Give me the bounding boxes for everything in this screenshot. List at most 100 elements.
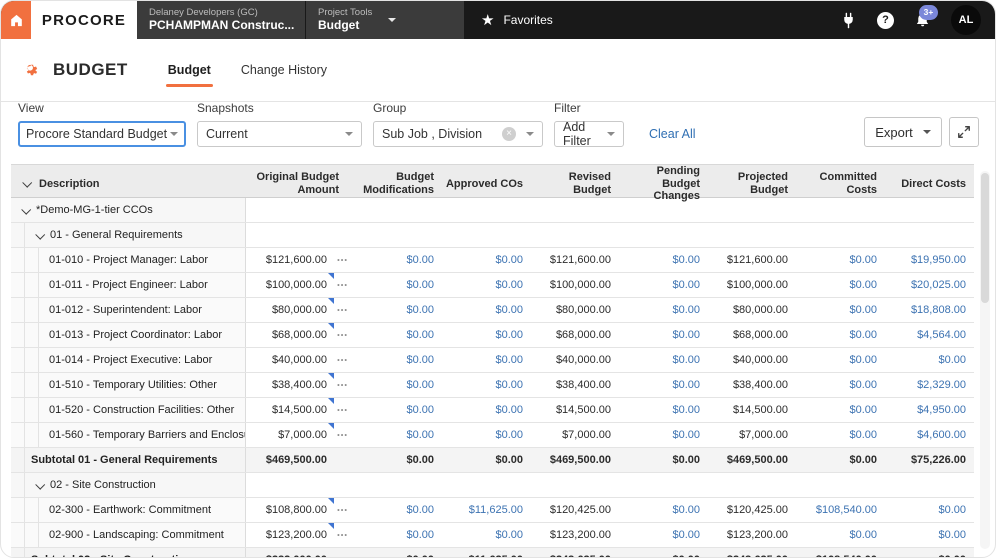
cell-value[interactable]: $0.00 [406,354,434,366]
cell-value[interactable]: $0.00 [495,329,523,341]
favorites-button[interactable]: ★ Favorites [465,1,569,39]
cell-value[interactable]: $0.00 [495,429,523,441]
cell-value[interactable]: $11,625.00 [468,504,523,516]
table-row[interactable]: Subtotal 01 - General Requirements $469,… [11,448,974,473]
home-button[interactable] [1,1,31,39]
cell-value[interactable]: $0.00 [406,529,434,541]
tab-budget[interactable]: Budget [165,39,213,101]
cell-value[interactable]: $0.00 [672,354,700,366]
column-header-pending-budget-changes[interactable]: Pending Budget Changes [653,165,700,203]
table-row[interactable]: 01-560 - Temporary Barriers and Enclosur… [11,423,974,448]
table-row[interactable]: Subtotal 02 - Site Construction $232,000… [11,548,974,557]
cell-value[interactable]: $20,025.00 [910,279,966,291]
row-menu-button[interactable]: ••• [337,355,348,365]
cell-value[interactable]: $0.00 [495,354,523,366]
cell-value[interactable]: $0.00 [406,254,434,266]
cell-value[interactable]: $0.00 [849,279,877,291]
cell-value[interactable]: $0.00 [672,304,700,316]
cell-value[interactable]: $0.00 [406,504,434,516]
column-header-projected-budget[interactable]: Projected Budget [737,171,788,196]
vertical-scrollbar[interactable] [980,171,990,549]
cell-value[interactable]: $0.00 [849,404,877,416]
cell-value[interactable]: $0.00 [406,429,434,441]
cell-value[interactable]: $0.00 [495,529,523,541]
column-header-original-budget[interactable]: Original Budget Amount [256,171,340,196]
cell-value[interactable]: $2,329.00 [917,379,966,391]
collapse-caret-icon[interactable] [35,479,46,490]
cell-value[interactable]: $0.00 [849,529,877,541]
company-project-dropdown[interactable]: Delaney Developers (GC) PCHAMPMAN Constr… [137,1,319,39]
table-row[interactable]: 01-014 - Project Executive: Labor $40,00… [11,348,974,373]
table-row[interactable]: 01 - General Requirements [11,223,974,248]
cell-value[interactable]: $0.00 [672,504,700,516]
cell-value[interactable]: $0.00 [672,404,700,416]
add-filter-dropdown[interactable]: Add Filter [554,120,624,148]
cell-value[interactable]: $19,950.00 [910,254,966,266]
cell-value[interactable]: $4,950.00 [917,404,966,416]
group-select[interactable]: Sub Job , Division × [373,121,543,147]
cell-value[interactable]: $0.00 [495,379,523,391]
marketplace-button[interactable] [840,12,857,29]
cell-value[interactable]: $18,808.00 [910,304,966,316]
table-row[interactable]: 01-010 - Project Manager: Labor $121,600… [11,248,974,273]
fullscreen-button[interactable] [949,117,979,147]
procore-logo[interactable]: PROCORE [31,1,137,39]
collapse-all-icon[interactable] [22,178,33,189]
cell-value[interactable]: $0.00 [495,404,523,416]
cell-value[interactable]: $0.00 [849,379,877,391]
cell-value[interactable]: $0.00 [938,504,966,516]
scrollbar-thumb[interactable] [981,173,989,303]
snapshots-select[interactable]: Current [197,121,362,147]
clear-all-link[interactable]: Clear All [649,127,696,141]
row-menu-button[interactable]: ••• [337,330,348,340]
table-row[interactable]: 01-012 - Superintendent: Labor $80,000.0… [11,298,974,323]
cell-value[interactable]: $0.00 [495,279,523,291]
row-menu-button[interactable]: ••• [337,280,348,290]
cell-value[interactable]: $0.00 [849,354,877,366]
tab-change-history[interactable]: Change History [240,63,327,77]
row-menu-button[interactable]: ••• [337,530,348,540]
cell-value[interactable]: $108,540.00 [815,504,877,516]
column-header-description[interactable]: Description [11,165,246,203]
collapse-caret-icon[interactable] [35,229,46,240]
cell-value[interactable]: $0.00 [672,429,700,441]
cell-value[interactable]: $4,600.00 [917,429,966,441]
cell-value[interactable]: $0.00 [672,329,700,341]
row-menu-button[interactable]: ••• [337,505,348,515]
cell-value[interactable]: $0.00 [849,429,877,441]
cell-value[interactable]: $0.00 [406,404,434,416]
table-row[interactable]: 01-520 - Construction Facilities: Other … [11,398,974,423]
cell-value[interactable]: $0.00 [938,354,966,366]
table-row[interactable]: 02-300 - Earthwork: Commitment $108,800.… [11,498,974,523]
cell-value[interactable]: $0.00 [406,304,434,316]
table-row[interactable]: 01-011 - Project Engineer: Labor $100,00… [11,273,974,298]
row-menu-button[interactable]: ••• [337,305,348,315]
cell-value[interactable]: $0.00 [849,254,877,266]
notifications-button[interactable]: 3+ [914,4,938,29]
user-avatar[interactable]: AL [951,5,981,35]
column-header-committed-costs[interactable]: Committed Costs [819,171,877,196]
project-tools-dropdown[interactable]: Project Tools Budget [306,1,464,39]
column-header-budget-modifications[interactable]: Budget Modifications [363,171,434,196]
cell-value[interactable]: $0.00 [495,304,523,316]
gear-icon[interactable] [23,61,41,79]
collapse-caret-icon[interactable] [21,204,32,215]
table-row[interactable]: 01-013 - Project Coordinator: Labor $68,… [11,323,974,348]
cell-value[interactable]: $0.00 [849,329,877,341]
column-header-direct-costs[interactable]: Direct Costs [901,177,966,190]
cell-value[interactable]: $0.00 [495,254,523,266]
row-menu-button[interactable]: ••• [337,430,348,440]
export-button[interactable]: Export [864,117,942,147]
cell-value[interactable]: $0.00 [672,254,700,266]
cell-value[interactable]: $0.00 [672,379,700,391]
cell-value[interactable]: $0.00 [672,279,700,291]
table-row[interactable]: *Demo-MG-1-tier CCOs [11,198,974,223]
row-menu-button[interactable]: ••• [337,255,348,265]
column-header-approved-cos[interactable]: Approved COs [445,177,523,190]
table-row[interactable]: 02-900 - Landscaping: Commitment $123,20… [11,523,974,548]
table-row[interactable]: 01-510 - Temporary Utilities: Other $38,… [11,373,974,398]
cell-value[interactable]: $0.00 [406,279,434,291]
clear-group-icon[interactable]: × [502,127,516,141]
cell-value[interactable]: $0.00 [672,529,700,541]
view-select[interactable]: Procore Standard Budget (creat... [18,121,186,147]
